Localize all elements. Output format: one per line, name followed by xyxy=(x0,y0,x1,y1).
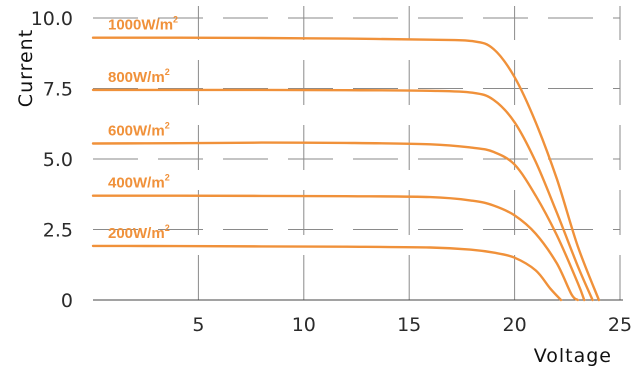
series-label: 600W/m2 xyxy=(108,120,170,139)
tick-labels: 0 2.5 5.0 7.5 10.0 5 10 15 20 25 xyxy=(31,8,631,336)
series-label: 400W/m2 xyxy=(108,173,170,192)
x-tick-label: 10 xyxy=(292,314,316,336)
series-curve xyxy=(91,141,586,302)
x-tick-label: 15 xyxy=(397,314,421,336)
x-tick-label: 20 xyxy=(503,314,527,336)
series-curve xyxy=(91,194,579,302)
series-curves xyxy=(91,36,601,302)
y-tick-label: 7.5 xyxy=(43,79,73,101)
series-label: 800W/m2 xyxy=(108,67,170,86)
x-tick-label: 25 xyxy=(608,314,631,336)
grid xyxy=(93,6,621,300)
y-tick-label: 10.0 xyxy=(31,8,73,30)
series-labels: 1000W/m2 800W/m2 600W/m2 400W/m2 200W/m2 xyxy=(108,15,178,242)
y-tick-label: 0 xyxy=(61,290,73,312)
series-label: 200W/m2 xyxy=(108,223,170,242)
series-curve xyxy=(91,36,601,302)
series-label: 1000W/m2 xyxy=(108,15,178,34)
series-curve xyxy=(91,88,594,302)
x-axis-title: Voltage xyxy=(534,345,612,367)
y-tick-label: 2.5 xyxy=(43,220,73,242)
y-tick-label: 5.0 xyxy=(43,149,73,171)
series-curve xyxy=(91,244,563,302)
y-axis-title: Current xyxy=(15,29,37,107)
x-tick-label: 5 xyxy=(192,314,204,336)
